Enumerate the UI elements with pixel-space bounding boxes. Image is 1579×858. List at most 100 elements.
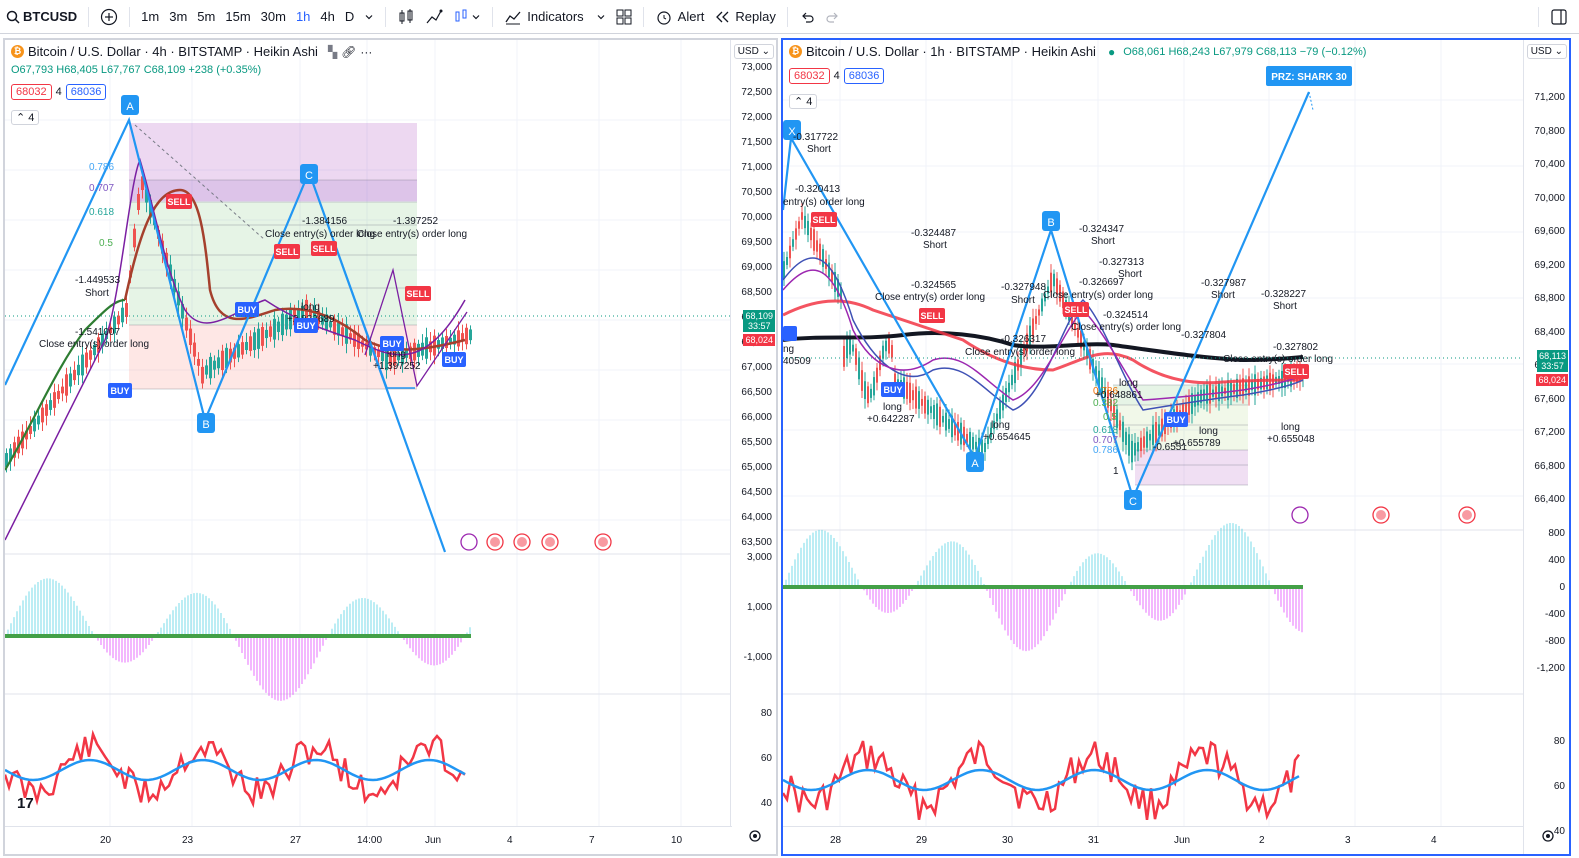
- interval-D[interactable]: D: [344, 9, 355, 24]
- sell-signal: SELL: [919, 308, 945, 323]
- undo-button[interactable]: [794, 0, 820, 34]
- price-axis[interactable]: USD ⌄ 73,000 72,500 72,000 71,500 71,000 70,5…: [730, 40, 776, 854]
- svg-text:C: C: [1129, 496, 1137, 508]
- indicator-mid: 4: [833, 70, 840, 82]
- sell-signal: SELL: [405, 286, 431, 301]
- indicators-collapse[interactable]: ⌃ 4: [789, 94, 818, 109]
- annotation-text: -1.449533: [75, 275, 120, 286]
- flag-icon[interactable]: ▚: [327, 44, 338, 59]
- interval-5m[interactable]: 5m: [197, 9, 216, 24]
- annotation-text: Short: [807, 144, 831, 155]
- interval-dropdown[interactable]: [359, 0, 379, 34]
- settings-gear-icon[interactable]: [748, 829, 762, 848]
- currency-select[interactable]: USD ⌄: [1526, 44, 1567, 59]
- currency-select[interactable]: USD ⌄: [733, 44, 774, 59]
- top-toolbar: BTCUSD 1m 3m 5m 15m 30m 1h 4h D Indicato…: [0, 0, 1579, 34]
- replay-button[interactable]: Replay: [709, 0, 780, 34]
- pattern-point-A: A: [966, 452, 984, 472]
- rsi-tick-label: 80: [760, 708, 772, 719]
- candles-button[interactable]: [392, 0, 420, 34]
- pattern-point-C: C: [300, 164, 318, 184]
- interval-3m[interactable]: 3m: [169, 9, 188, 24]
- svg-text:0.618: 0.618: [1093, 425, 1118, 436]
- svg-text:PRZ: SHARK 30: PRZ: SHARK 30: [1271, 72, 1347, 83]
- buy-signal: BUY: [235, 302, 259, 317]
- svg-text:17: 17: [17, 795, 34, 812]
- main-chart-4h[interactable]: A B C 0.786 0.707 0.618 0.5 -1.449533 Sh…: [5, 40, 732, 854]
- rsi-tick-label: 60: [1553, 781, 1565, 792]
- price-tick-label: 67,000: [741, 362, 772, 373]
- layout-button[interactable]: [1545, 0, 1573, 34]
- link-icon[interactable]: 🔗︎: [341, 44, 357, 59]
- indicator-box-red: 68032: [11, 84, 52, 100]
- chart-pane-1h[interactable]: X A B C PRZ: SHARK 30 0.786 0.382 0.5 0.…: [781, 38, 1571, 856]
- time-tick-label: 20: [100, 835, 112, 846]
- interval-30m[interactable]: 30m: [260, 9, 286, 24]
- rsi-tick-label: 40: [1553, 826, 1565, 837]
- interval-1h[interactable]: 1h: [295, 9, 311, 24]
- price-tick-label: 72,500: [741, 87, 772, 98]
- svg-text:SELL: SELL: [920, 311, 944, 321]
- chart-pane-4h[interactable]: A B C 0.786 0.707 0.618 0.5 -1.449533 Sh…: [3, 38, 778, 856]
- price-tick-label: 68,500: [741, 287, 772, 298]
- settings-gear-icon[interactable]: [1541, 829, 1555, 848]
- price-tick-label: 66,800: [1534, 460, 1565, 472]
- svg-text:X: X: [788, 126, 796, 138]
- interval-4h[interactable]: 4h: [320, 9, 335, 24]
- last-price-label: 68,113 33:57: [1537, 350, 1568, 372]
- svg-text:SELL: SELL: [1284, 367, 1308, 377]
- annotation-text: Close entry(s) order long: [1043, 290, 1153, 301]
- time-axis[interactable]: 20 23 27 14:00 Jun 4 7 10: [5, 826, 732, 854]
- time-axis[interactable]: 28 29 30 31 Jun 2 3 4: [783, 826, 1523, 854]
- oscillator-tick-label: -800: [1544, 636, 1565, 647]
- annotation-text: -0.324487: [911, 228, 956, 239]
- indicators-collapse[interactable]: ⌃ 4: [11, 110, 40, 125]
- bar-style-icon: [453, 8, 471, 26]
- time-tick-label: Jun: [1174, 835, 1191, 846]
- symbol-search[interactable]: BTCUSD: [0, 0, 82, 34]
- compare-button[interactable]: [95, 0, 123, 34]
- templates-button[interactable]: [611, 0, 637, 34]
- annotation-text: 40509: [783, 356, 811, 367]
- price-tick-label: 70,500: [741, 187, 772, 198]
- annotation-text: -0.328227: [1261, 289, 1306, 300]
- interval-15m[interactable]: 15m: [225, 9, 251, 24]
- sell-signal: SELL: [1283, 364, 1309, 379]
- annotation-text: Close entry(s) order long: [1071, 322, 1181, 333]
- chart-type-button[interactable]: [448, 0, 486, 34]
- price-tick-label: 70,000: [1534, 192, 1565, 204]
- svg-text:SELL: SELL: [167, 197, 191, 207]
- sell-signal: SELL: [311, 241, 337, 256]
- svg-text:BUY: BUY: [237, 305, 256, 315]
- annotation-text: -0.327948: [1001, 282, 1046, 293]
- main-chart-1h[interactable]: X A B C PRZ: SHARK 30 0.786 0.382 0.5 0.…: [783, 40, 1523, 854]
- annotation-text: +0.642287: [867, 414, 915, 425]
- svg-text:0.786: 0.786: [1093, 445, 1118, 456]
- oscillator-tick-label: -1,200: [1536, 663, 1565, 674]
- chevron-down-icon: [596, 12, 606, 22]
- annotation-text: -0.324565: [911, 280, 956, 291]
- compare-symbols-button[interactable]: [420, 0, 448, 34]
- price-axis[interactable]: USD ⌄ 71,200 70,800 70,400 70,000 69,600 69,2…: [1523, 40, 1569, 854]
- price-tick-label: 65,500: [741, 437, 772, 448]
- time-tick-label: 3: [1345, 835, 1351, 846]
- annotation-text: long: [1199, 426, 1218, 437]
- plus-circle-icon: [100, 8, 118, 26]
- annotation-text: Close entry(s) order long: [39, 339, 149, 350]
- price-tick-label: 69,200: [1534, 259, 1565, 271]
- annotation-text: Short: [1118, 269, 1142, 280]
- price-tick-label: 71,500: [741, 137, 772, 148]
- price-tick-label: 66,400: [1534, 494, 1565, 505]
- more-icon[interactable]: ···: [360, 44, 373, 59]
- alarm-clock-icon: [655, 8, 673, 26]
- price-tick-label: 70,400: [1534, 159, 1565, 170]
- replay-label: Replay: [735, 9, 776, 24]
- chart-legend: ₿ Bitcoin / U.S. Dollar · 4h · BITSTAMP …: [11, 44, 372, 59]
- price-tick-label: 66,500: [741, 387, 772, 398]
- alert-button[interactable]: Alert: [650, 0, 710, 34]
- time-tick-label: 23: [182, 835, 194, 846]
- redo-button[interactable]: [820, 0, 846, 34]
- time-tick-label: 7: [589, 835, 595, 846]
- indicators-button[interactable]: Indicators: [499, 0, 610, 34]
- interval-1m[interactable]: 1m: [141, 9, 160, 24]
